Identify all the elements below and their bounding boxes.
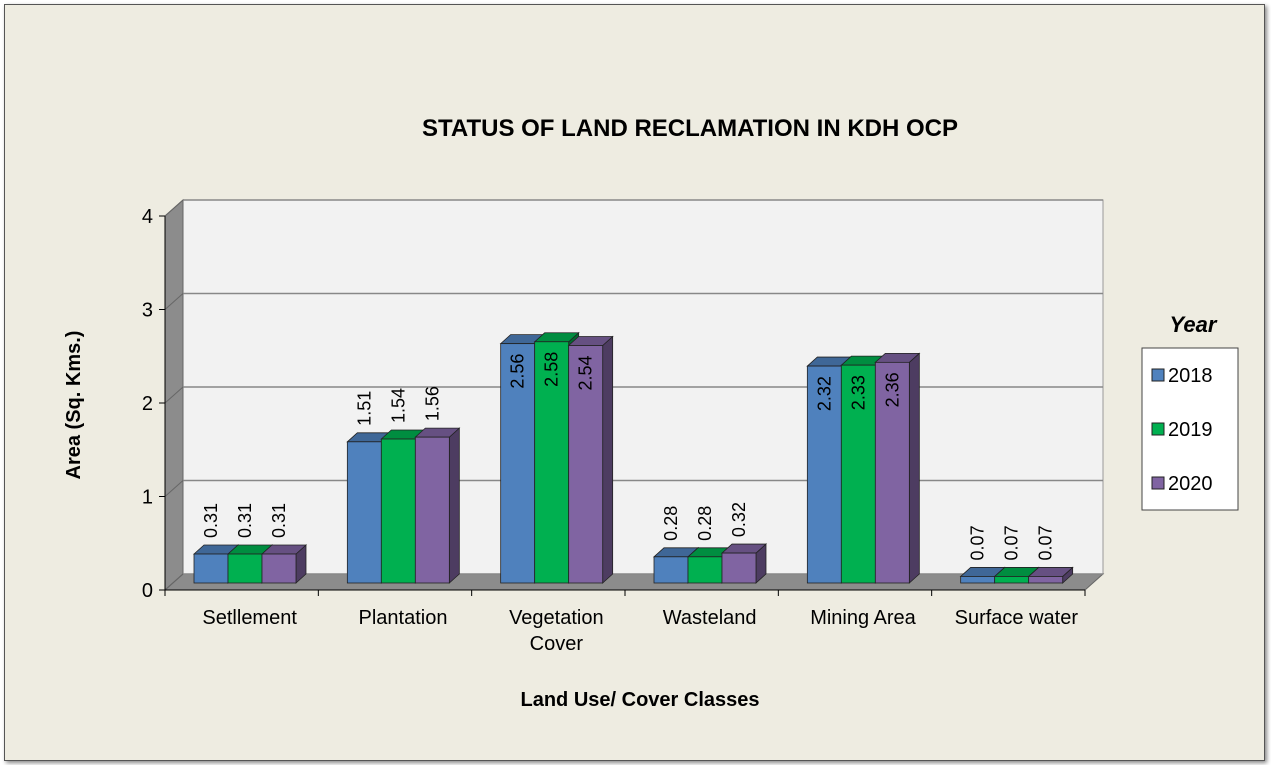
bar-side (448, 427, 460, 584)
bar (568, 345, 604, 584)
x-tick-label: Vegetation Cover (509, 607, 604, 655)
value-label: 0.07 (968, 525, 988, 560)
grid-line-side (164, 573, 184, 591)
value-label: 0.32 (729, 502, 749, 537)
legend-label: 2018 (1168, 365, 1213, 387)
bar-side (602, 335, 614, 584)
value-label: 0.31 (235, 503, 255, 538)
bar (534, 341, 570, 584)
value-label: 0.28 (661, 506, 681, 541)
bar (346, 441, 382, 584)
grid-line-side (164, 293, 184, 310)
chart-title: STATUS OF LAND RECLAMATION IN KDH OCP (422, 115, 958, 142)
legend-swatch (1151, 422, 1165, 436)
x-tick-label: Plantation (358, 607, 448, 629)
x-tick-label: Wasteland (662, 607, 757, 629)
value-label: 0.31 (269, 503, 289, 538)
bar (1028, 576, 1064, 584)
y-tick-label: 3 (142, 300, 153, 322)
grid-line-side (164, 386, 184, 404)
bar (227, 553, 263, 584)
value-label: 0.07 (1002, 525, 1022, 560)
value-label: 2.36 (882, 372, 902, 407)
x-tick-label: Surface water (954, 607, 1079, 629)
grid-line-side (164, 199, 184, 217)
y-tick-label: 4 (142, 206, 153, 228)
bar (721, 552, 757, 584)
x-tick-label: Setllement (202, 607, 297, 629)
bar (960, 576, 996, 584)
y-axis-label: Area (Sq. Kms.) (63, 331, 85, 480)
y-tick-label: 1 (142, 487, 153, 509)
bar (653, 556, 689, 584)
legend-label: 2019 (1168, 419, 1213, 441)
value-label: 0.07 (1036, 525, 1056, 560)
value-label: 1.56 (422, 386, 442, 421)
value-label: 2.56 (508, 354, 528, 389)
bar-side (908, 352, 920, 584)
value-label: 2.33 (848, 375, 868, 410)
bar (380, 438, 416, 584)
legend-swatch (1151, 368, 1165, 382)
value-label: 1.51 (354, 391, 374, 426)
legend-swatch (1151, 476, 1165, 490)
value-label: 2.58 (542, 352, 562, 387)
bar (500, 343, 536, 584)
value-label: 0.31 (201, 503, 221, 538)
legend-label: 2020 (1168, 473, 1213, 495)
y-tick-label: 0 (142, 580, 153, 602)
x-axis-label: Land Use/ Cover Classes (521, 689, 760, 711)
value-label: 2.54 (576, 356, 596, 391)
y-tick-label: 2 (142, 393, 153, 415)
legend-title: Year (1170, 312, 1218, 337)
grid-line-side (164, 480, 184, 497)
bar (874, 361, 910, 584)
value-label: 2.32 (814, 376, 834, 411)
bar (193, 553, 229, 584)
bar (261, 553, 297, 584)
bar (687, 556, 723, 584)
value-label: 0.28 (695, 506, 715, 541)
bar (994, 576, 1030, 584)
x-tick-label: Mining Area (810, 607, 916, 629)
bar (414, 436, 450, 584)
bar (806, 365, 842, 584)
value-label: 1.54 (388, 388, 408, 423)
bar (840, 364, 876, 584)
